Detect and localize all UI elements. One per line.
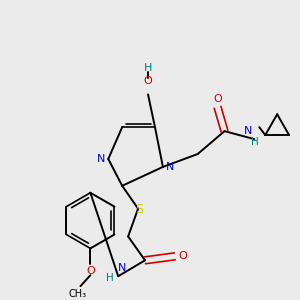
Text: O: O [86, 266, 95, 276]
Text: N: N [97, 154, 106, 164]
Text: O: O [213, 94, 222, 104]
Text: S: S [135, 203, 143, 216]
Text: H: H [106, 273, 114, 283]
Text: O: O [144, 76, 152, 86]
Text: H: H [251, 137, 259, 147]
Text: N: N [118, 263, 126, 273]
Text: CH₃: CH₃ [68, 289, 86, 299]
Text: H: H [144, 63, 152, 73]
Text: O: O [178, 251, 187, 261]
Text: N: N [166, 162, 174, 172]
Text: N: N [244, 126, 253, 136]
